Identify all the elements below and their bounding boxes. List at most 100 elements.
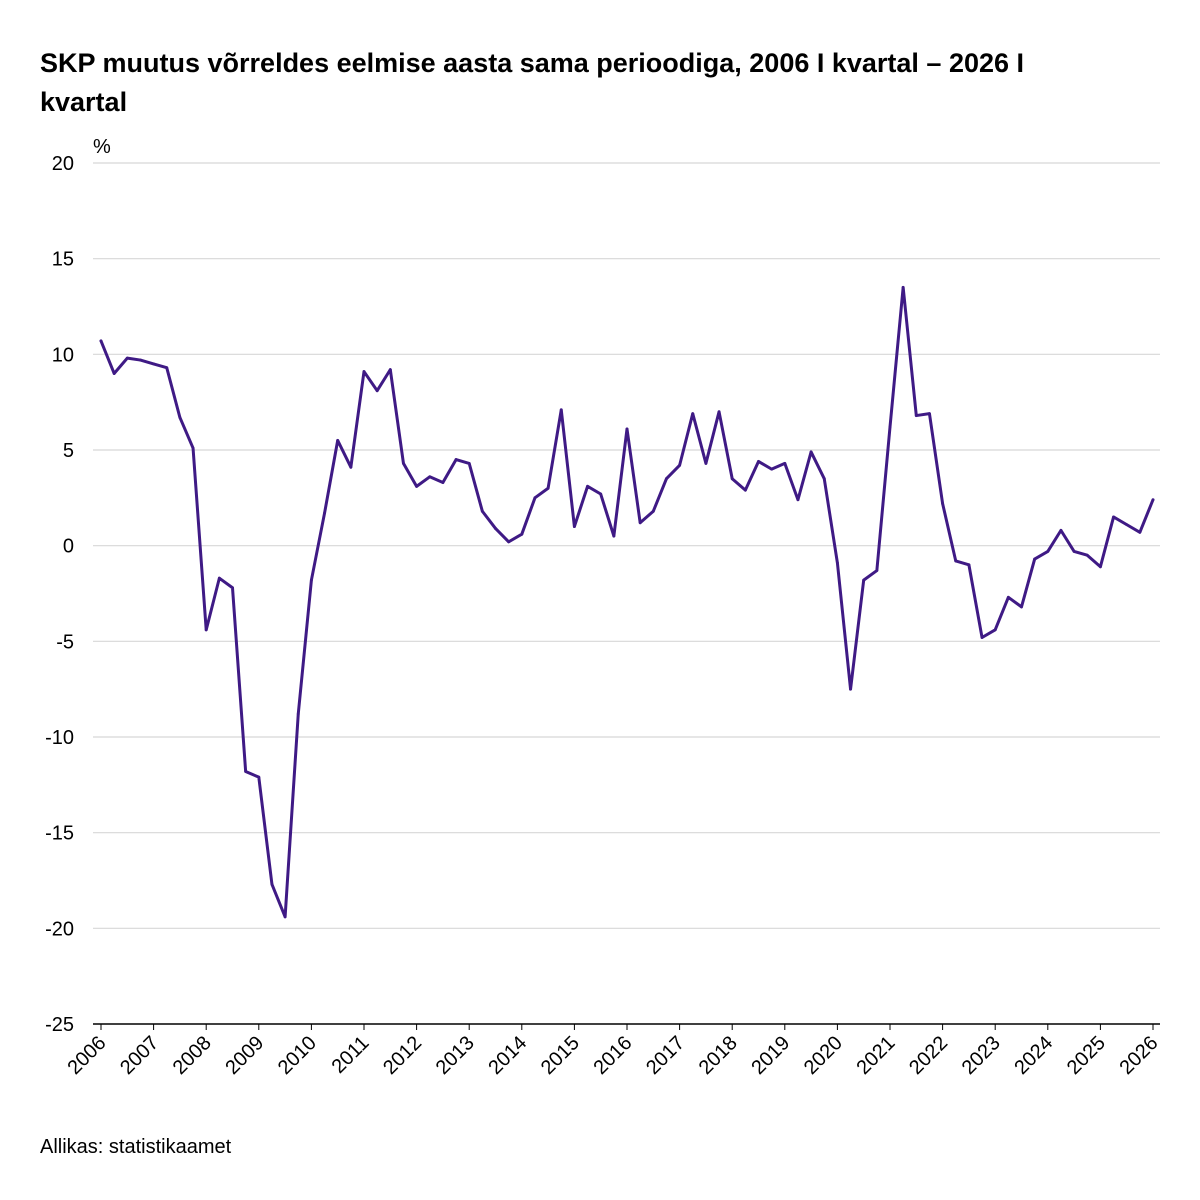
data-point	[388, 368, 392, 372]
data-point	[112, 372, 116, 375]
x-axis-ticks: 2006 2007 2008 2009 2010 2011 2012 2013 2014 2015…	[64, 1024, 1163, 1079]
data-point	[954, 559, 958, 563]
y-tick-label: 10	[52, 344, 74, 366]
data-point	[99, 339, 103, 343]
data-point	[1085, 553, 1089, 557]
data-point	[638, 521, 642, 525]
data-point	[152, 362, 156, 366]
data-point	[494, 527, 497, 530]
data-point	[349, 465, 353, 469]
data-point	[822, 477, 826, 481]
data-point	[1046, 550, 1050, 553]
data-point	[809, 450, 813, 454]
y-tick-label: 0	[63, 536, 74, 558]
data-point	[678, 463, 681, 467]
y-tick-label: 15	[52, 249, 74, 271]
x-tick-label: 2026	[1116, 1032, 1163, 1079]
x-tick-label: 2025	[1063, 1032, 1110, 1079]
y-tick-label: -25	[45, 1014, 74, 1036]
y-tick-label: -15	[45, 823, 74, 845]
data-point	[139, 358, 142, 362]
data-point	[375, 389, 379, 393]
data-point	[336, 439, 340, 442]
data-point	[310, 578, 313, 582]
data-point	[783, 461, 787, 465]
y-tick-label: 20	[52, 153, 74, 175]
data-point	[283, 915, 287, 919]
data-point	[993, 628, 997, 632]
data-point	[612, 534, 616, 538]
data-point	[1138, 530, 1142, 534]
chart-title-line-2: kvartal	[40, 87, 128, 117]
x-tick-label: 2016	[590, 1032, 637, 1079]
data-point	[888, 425, 892, 429]
y-axis-ticks: 20 15 10 5 0 -5 -10 -15 -20 -25	[45, 153, 74, 1036]
data-point	[967, 563, 971, 567]
data-point	[1072, 550, 1076, 553]
data-point	[257, 775, 261, 779]
data-point	[704, 461, 708, 465]
data-point	[770, 467, 774, 471]
series-line	[99, 285, 1155, 919]
y-tick-label: -10	[45, 727, 74, 749]
data-point	[1151, 498, 1155, 502]
data-point	[204, 628, 208, 632]
data-point	[520, 532, 524, 536]
data-point	[231, 586, 234, 590]
x-tick-label: 2015	[537, 1032, 584, 1079]
x-tick-label: 2013	[432, 1032, 479, 1079]
data-point	[296, 712, 300, 716]
x-tick-label: 2007	[116, 1032, 163, 1079]
x-tick-label: 2009	[221, 1032, 268, 1079]
y-tick-label: -5	[56, 631, 74, 653]
data-point	[454, 458, 458, 461]
data-point	[757, 460, 760, 463]
x-tick-label: 2014	[484, 1032, 531, 1079]
x-tick-label: 2008	[169, 1032, 216, 1079]
data-point	[1099, 565, 1102, 569]
chart-title: SKP muutus võrreldes eelmise aasta sama …	[40, 44, 1200, 122]
data-point	[573, 525, 576, 528]
data-point	[928, 412, 931, 416]
x-tick-label: 2020	[800, 1032, 847, 1079]
x-tick-label: 2012	[379, 1032, 426, 1079]
data-point	[125, 356, 129, 360]
data-point	[217, 576, 221, 580]
data-point	[849, 687, 852, 691]
data-point	[691, 412, 695, 416]
data-point	[323, 511, 326, 515]
data-point	[467, 461, 471, 465]
x-tick-label: 2019	[747, 1032, 794, 1079]
data-point	[1059, 528, 1063, 532]
x-tick-label: 2023	[958, 1032, 1005, 1079]
data-point	[651, 509, 655, 513]
data-point	[480, 509, 484, 513]
data-point	[914, 414, 918, 417]
data-point	[901, 285, 905, 289]
data-point	[507, 540, 511, 544]
x-tick-label: 2006	[64, 1032, 111, 1079]
data-point	[743, 488, 747, 492]
source-note: Allikas: statistikaamet	[40, 1136, 232, 1158]
data-point	[586, 484, 589, 488]
data-point	[980, 636, 984, 639]
x-tick-label: 2011	[328, 1032, 374, 1078]
x-tick-label: 2010	[274, 1032, 321, 1079]
data-point	[1125, 523, 1129, 527]
data-point	[836, 561, 839, 565]
data-point	[270, 882, 274, 886]
data-point	[717, 410, 721, 414]
data-point	[1033, 557, 1037, 561]
data-point	[191, 446, 195, 450]
data-point	[796, 498, 800, 502]
data-point	[730, 477, 734, 481]
data-point	[599, 492, 603, 496]
x-tick-label: 2021	[853, 1032, 900, 1079]
data-point	[1006, 595, 1010, 599]
data-point	[1020, 605, 1023, 609]
chart-title-line-1: SKP muutus võrreldes eelmise aasta sama …	[40, 48, 1025, 78]
data-point	[441, 481, 445, 484]
y-axis-unit-label: %	[93, 136, 111, 158]
data-point	[1112, 515, 1115, 519]
